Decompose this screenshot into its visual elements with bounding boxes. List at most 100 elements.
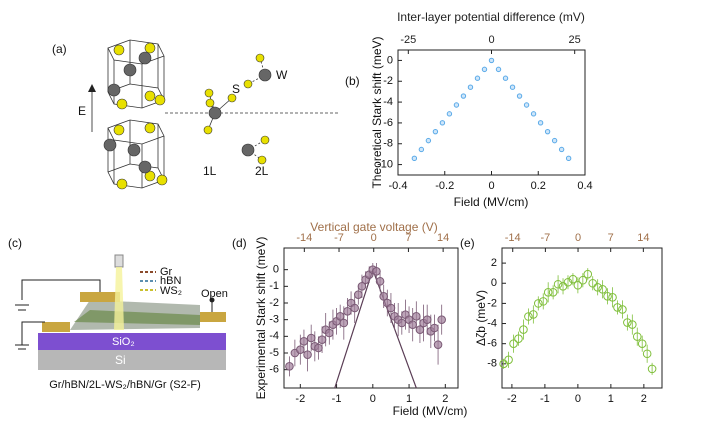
data-point	[481, 66, 488, 73]
x-tick-label: -2	[507, 393, 517, 405]
y-tick-label: -1	[269, 280, 279, 292]
data-point	[565, 155, 572, 162]
data-point	[618, 305, 627, 314]
x-axis-label: Field (MV/cm)	[454, 195, 529, 209]
data-point	[529, 310, 538, 319]
x-tick-label: -0.2	[435, 180, 454, 192]
data-point	[430, 323, 439, 333]
layer-label: 2L	[255, 164, 269, 178]
y-tick-label: -2	[487, 297, 497, 309]
data-point	[623, 318, 632, 327]
x2-tick-label: 7	[608, 232, 614, 244]
data-point	[598, 284, 607, 294]
data-point	[285, 362, 294, 371]
plot-frame	[501, 247, 663, 389]
data-point	[553, 279, 563, 289]
data-point	[548, 288, 558, 297]
y-tick-label: -4	[383, 96, 393, 108]
data-point	[299, 337, 309, 346]
data-point	[460, 93, 467, 99]
device-caption: Gr/hBN/2L-WS₂/hBN/Gr (S2-F)	[49, 379, 201, 391]
data-point	[573, 280, 583, 290]
x2-tick-label: -7	[540, 232, 550, 244]
y-tick-label: 0	[273, 264, 279, 276]
data-point	[533, 299, 543, 308]
data-point	[544, 128, 551, 135]
y-tick-label: -2	[269, 297, 279, 309]
data-point	[354, 290, 363, 299]
data-point	[372, 267, 381, 276]
data-point	[608, 293, 617, 302]
x2-tick-label: -14	[296, 232, 312, 244]
atom-label: W	[276, 68, 288, 82]
y-tick-label: -5	[269, 347, 279, 359]
data-point	[488, 57, 495, 64]
data-point	[603, 292, 612, 301]
data-point	[306, 333, 316, 343]
data-point	[411, 155, 418, 162]
x-axis-label: Field (MV/cm)	[393, 404, 468, 418]
data-point	[593, 282, 602, 292]
x2-tick-label: -25	[400, 34, 416, 46]
data-point	[433, 340, 443, 349]
data-point	[642, 349, 652, 359]
model-line	[334, 267, 417, 389]
atom-label: S	[232, 82, 240, 96]
y-tick-label: -10	[377, 158, 393, 170]
panel-label: (d)	[232, 236, 247, 250]
data-point	[613, 303, 622, 312]
y-tick-label: -6	[383, 117, 393, 129]
y-axis-label: Δζb (meV)	[474, 290, 488, 346]
data-point	[425, 137, 432, 144]
data-point	[439, 120, 446, 126]
y-tick-label: -6	[487, 338, 497, 350]
x2-tick-label: 25	[569, 34, 581, 46]
data-point	[397, 318, 407, 328]
x2-axis-label: Vertical gate voltage (V)	[310, 220, 437, 234]
substrate-label: Si	[115, 353, 126, 367]
y-tick-label: 0	[387, 54, 393, 66]
y-tick-label: -6	[269, 364, 279, 376]
data-point	[437, 315, 446, 324]
x-tick-label: -1	[540, 393, 550, 405]
y-tick-label: 0	[491, 277, 497, 289]
x-tick-label: 1	[406, 393, 412, 405]
x2-tick-label: 7	[405, 232, 411, 244]
data-point	[408, 320, 417, 329]
data-point	[524, 312, 533, 321]
data-point	[568, 274, 578, 284]
data-point	[375, 277, 385, 286]
data-point	[563, 277, 573, 287]
data-point	[412, 312, 421, 321]
data-point	[583, 269, 593, 279]
x-tick-label: 2	[442, 393, 448, 405]
data-point	[551, 137, 558, 144]
atoms	[103, 42, 272, 190]
panel-label: (b)	[345, 74, 360, 88]
crystal-diagram	[91, 39, 340, 189]
x-tick-label: 1	[608, 393, 614, 405]
x-tick-label: 2	[641, 393, 647, 405]
panel-label: (e)	[460, 236, 475, 250]
data-point	[446, 111, 453, 117]
y-tick-label: -2	[383, 75, 393, 87]
x2-tick-label: -7	[334, 232, 344, 244]
data-point	[647, 364, 657, 374]
data-point	[432, 128, 439, 135]
x-tick-label: 0.2	[531, 180, 546, 192]
data-point	[509, 339, 518, 348]
plot-frame	[397, 49, 586, 176]
data-point	[422, 315, 432, 324]
data-point	[514, 334, 523, 343]
x2-axis-label: Inter-layer potential difference (mV)	[397, 10, 585, 24]
x2-tick-label: 0	[371, 232, 377, 244]
data-point	[453, 102, 460, 108]
y-tick-label: -4	[269, 330, 279, 342]
data-point	[538, 297, 548, 306]
data-point	[632, 332, 642, 341]
data-point	[516, 93, 523, 99]
data-point	[637, 339, 647, 348]
data-point	[530, 111, 537, 117]
x-tick-label: -2	[295, 393, 305, 405]
data-point	[537, 120, 544, 126]
